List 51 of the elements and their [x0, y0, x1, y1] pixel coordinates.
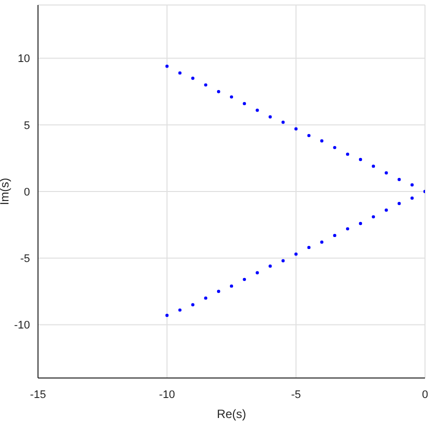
- point: [230, 284, 234, 288]
- point: [320, 240, 324, 244]
- point: [191, 303, 194, 306]
- x-tick-label: -10: [159, 388, 175, 401]
- point: [346, 152, 350, 156]
- point: [165, 64, 169, 68]
- point: [358, 158, 362, 162]
- point: [256, 108, 259, 112]
- y-tick-label: -5: [20, 253, 30, 266]
- x-tick-label: 0: [422, 388, 428, 401]
- point: [333, 234, 336, 238]
- point: [346, 227, 350, 230]
- point: [230, 95, 234, 99]
- point: [191, 76, 194, 80]
- point: [242, 278, 246, 282]
- point: [358, 222, 362, 226]
- point: [294, 252, 298, 256]
- point: [165, 314, 169, 317]
- point: [410, 183, 414, 186]
- point: [268, 115, 272, 118]
- x-tick-label: -15: [30, 388, 46, 401]
- y-tick-label: -10: [14, 320, 30, 332]
- point: [398, 202, 401, 206]
- point: [204, 83, 208, 87]
- point: [294, 127, 298, 130]
- point: [282, 120, 285, 124]
- point: [178, 308, 182, 312]
- point: [384, 208, 388, 212]
- y-axis-title: Im(s): [0, 178, 12, 206]
- point: [256, 271, 259, 274]
- point: [217, 290, 220, 294]
- point: [398, 178, 401, 182]
- point: [282, 259, 285, 262]
- x-tick-label: -5: [291, 388, 301, 401]
- point: [333, 146, 336, 150]
- point: [242, 102, 246, 106]
- point: [372, 215, 375, 218]
- point: [307, 246, 310, 250]
- x-axis-title: Re(s): [216, 407, 246, 421]
- point: [204, 296, 208, 300]
- point: [410, 196, 414, 200]
- point: [217, 90, 220, 94]
- point: [268, 264, 272, 268]
- point: [320, 139, 324, 142]
- point: [384, 171, 388, 174]
- point: [307, 134, 310, 138]
- point: [178, 71, 182, 75]
- point: [372, 164, 375, 168]
- y-tick-label: 5: [24, 120, 30, 132]
- y-tick-label: 0: [24, 186, 30, 198]
- y-tick-label: 10: [18, 53, 30, 66]
